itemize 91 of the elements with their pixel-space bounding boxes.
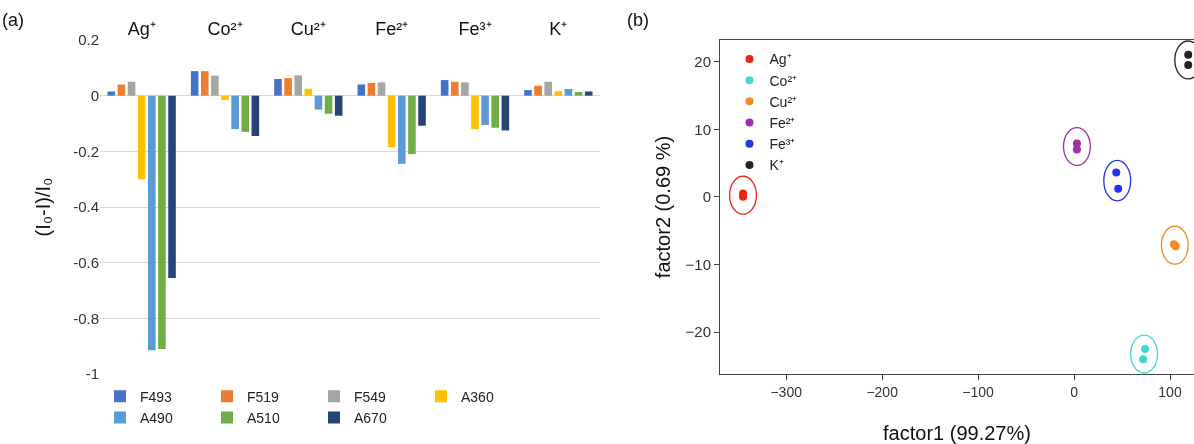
bar <box>147 95 156 351</box>
y-tick-label: 10 <box>694 120 711 138</box>
x-tick-label: Ag⁺ <box>127 19 156 40</box>
bar <box>387 95 396 148</box>
bar <box>440 80 449 96</box>
point <box>1184 61 1193 70</box>
bar <box>534 85 542 96</box>
y-tick-label: 0 <box>702 188 711 206</box>
x-tick-label: Cu²⁺ <box>290 19 326 40</box>
bar <box>334 95 343 116</box>
legend-label: Cu²⁺ <box>769 93 798 110</box>
bar <box>471 95 479 130</box>
x-tick-label: Fe³⁺ <box>458 19 492 40</box>
bar <box>524 90 532 96</box>
bar <box>574 92 583 96</box>
y-tick-label: −10 <box>685 255 711 273</box>
y-tick-label: 0.2 <box>78 31 99 49</box>
bar <box>231 95 239 130</box>
point <box>1184 50 1193 59</box>
legend-label: A670 <box>354 409 387 426</box>
bar <box>584 91 593 96</box>
x-tick-label: Fe²⁺ <box>375 19 409 40</box>
bar <box>461 82 469 96</box>
bar <box>137 95 146 180</box>
bar <box>564 88 573 96</box>
bar <box>241 95 250 132</box>
x-axis-title: factor1 (99.27%) <box>883 422 1031 444</box>
point <box>1072 139 1081 148</box>
point <box>1139 355 1148 364</box>
legend-label: Ag⁺ <box>769 51 792 68</box>
bar <box>314 95 323 110</box>
bar <box>491 95 500 128</box>
bar <box>418 95 426 126</box>
bar <box>211 75 219 96</box>
y-tick-label: -0.8 <box>73 309 99 327</box>
bar <box>200 71 209 96</box>
legend-label: F549 <box>354 388 387 405</box>
x-tick-label: K⁺ <box>549 19 568 40</box>
legend-label: F519 <box>247 388 280 405</box>
legend-label: Fe²⁺ <box>769 115 796 131</box>
y-tick-label: −20 <box>685 323 711 341</box>
legend-label: Fe³⁺ <box>769 136 796 153</box>
y-tick-label: -0.4 <box>73 198 99 216</box>
bar <box>304 88 313 96</box>
y-tick-label: 20 <box>694 52 711 70</box>
y-axis-title: factor2 (0.69 %) <box>652 135 674 279</box>
legend-label: A490 <box>140 409 173 426</box>
bar <box>190 71 199 96</box>
y-tick-label: -0.2 <box>73 142 99 160</box>
bar <box>367 82 376 96</box>
bar <box>107 91 116 96</box>
point <box>1072 145 1081 154</box>
legend-label: Co²⁺ <box>769 72 798 89</box>
bar <box>397 95 406 164</box>
bar <box>274 78 282 96</box>
bar <box>127 81 136 96</box>
point <box>1114 184 1123 193</box>
bar <box>501 95 510 131</box>
bar <box>221 95 229 100</box>
bar <box>408 95 416 155</box>
bar <box>544 81 553 96</box>
legend-label: F493 <box>140 388 173 405</box>
y-tick-label: 0 <box>90 86 99 104</box>
bar <box>158 95 166 349</box>
bar <box>554 91 563 96</box>
legend-label: A360 <box>461 388 494 405</box>
bar <box>357 84 366 96</box>
bar <box>481 95 489 125</box>
bar <box>324 95 333 114</box>
legend-label: A510 <box>247 409 280 426</box>
point <box>1112 168 1121 177</box>
y-tick-label: -1 <box>85 365 99 383</box>
point <box>1141 344 1150 353</box>
bar <box>284 78 292 96</box>
text: (b) <box>627 10 649 30</box>
x-tick-label: Co²⁺ <box>207 19 243 40</box>
bar <box>377 82 386 96</box>
text: (a) <box>2 10 24 30</box>
bar <box>294 75 303 96</box>
y-axis-title: (I₀-I)/I₀ <box>32 177 54 237</box>
bar <box>450 81 459 96</box>
y-tick-label: -0.6 <box>73 253 99 271</box>
bar <box>251 95 260 137</box>
bar <box>117 84 126 96</box>
x-tick-label: −100 <box>962 383 995 400</box>
legend-label: K⁺ <box>769 157 784 174</box>
x-tick-label: −300 <box>770 383 803 400</box>
x-tick-label: 100 <box>1158 383 1182 400</box>
x-tick-label: 0 <box>1070 383 1079 400</box>
x-tick-label: −200 <box>866 383 899 400</box>
bar <box>168 95 176 278</box>
